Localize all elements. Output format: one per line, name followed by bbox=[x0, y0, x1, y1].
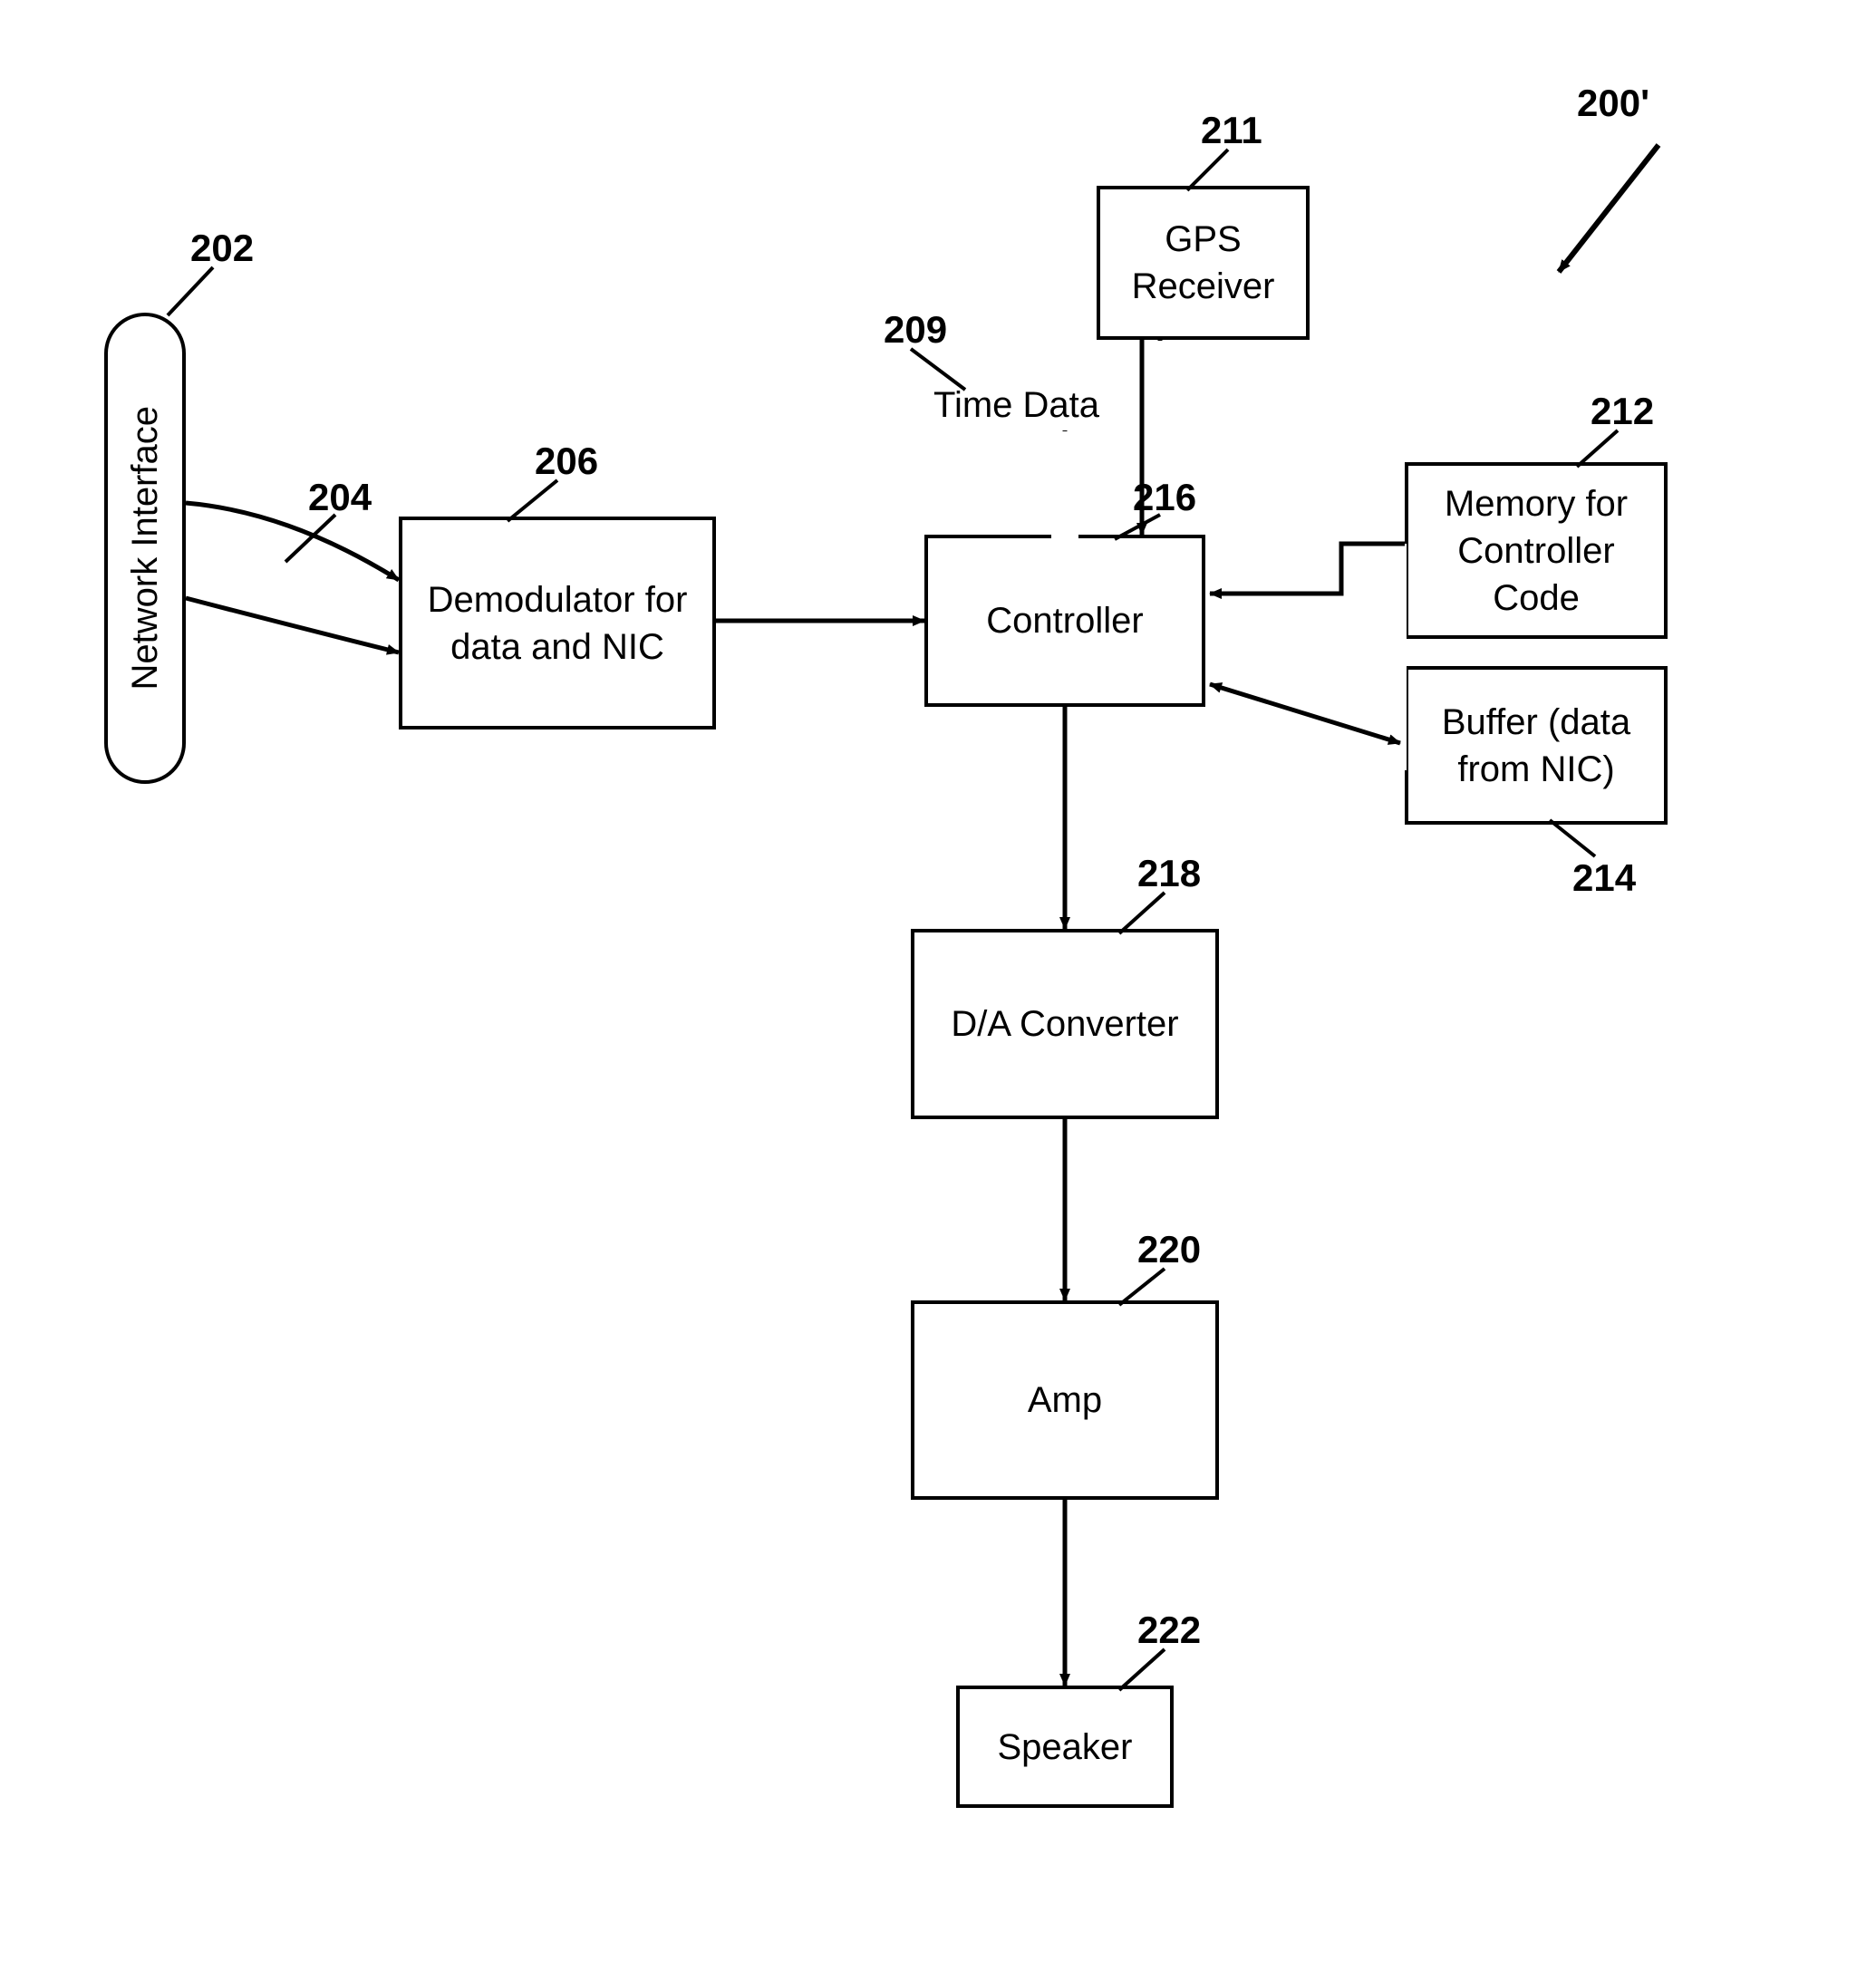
node-dac-label: D/A Converter bbox=[942, 991, 1187, 1057]
node-amp: Amp bbox=[911, 1300, 1219, 1500]
ref-206: 206 bbox=[535, 440, 598, 483]
node-network-interface-label: Network Interface bbox=[125, 406, 166, 690]
ref-220: 220 bbox=[1137, 1228, 1201, 1271]
node-gps-label: GPS Receiver bbox=[1100, 207, 1306, 319]
ref-218: 218 bbox=[1137, 852, 1201, 895]
ref-216: 216 bbox=[1133, 476, 1196, 519]
ref-222: 222 bbox=[1137, 1609, 1201, 1652]
ref-212: 212 bbox=[1591, 390, 1654, 433]
node-demodulator-label: Demodulator for data and NIC bbox=[402, 567, 712, 680]
ref-figure: 200' bbox=[1577, 82, 1649, 125]
node-gps: GPS Receiver bbox=[1097, 186, 1310, 340]
diagram-canvas: Network Interface Demodulator for data a… bbox=[0, 0, 1876, 1971]
node-memory-label: Memory for Controller Code bbox=[1408, 471, 1664, 631]
ref-209: 209 bbox=[884, 308, 947, 352]
node-buffer-label: Buffer (data from NIC) bbox=[1408, 690, 1664, 802]
node-buffer: Buffer (data from NIC) bbox=[1405, 666, 1668, 825]
node-memory: Memory for Controller Code bbox=[1405, 462, 1668, 639]
ref-211: 211 bbox=[1201, 109, 1262, 152]
ref-204: 204 bbox=[308, 476, 372, 519]
node-speaker: Speaker bbox=[956, 1686, 1174, 1808]
node-dac: D/A Converter bbox=[911, 929, 1219, 1119]
ref-202: 202 bbox=[190, 227, 254, 270]
time-data-text: Time Data bbox=[933, 385, 1099, 426]
node-speaker-label: Speaker bbox=[989, 1715, 1142, 1780]
node-controller-label: Controller bbox=[977, 588, 1152, 653]
node-network-interface: Network Interface bbox=[104, 313, 186, 784]
node-amp-label: Amp bbox=[1019, 1367, 1111, 1433]
ref-214: 214 bbox=[1572, 856, 1636, 900]
node-controller: Controller bbox=[924, 535, 1205, 707]
node-demodulator: Demodulator for data and NIC bbox=[399, 517, 716, 729]
